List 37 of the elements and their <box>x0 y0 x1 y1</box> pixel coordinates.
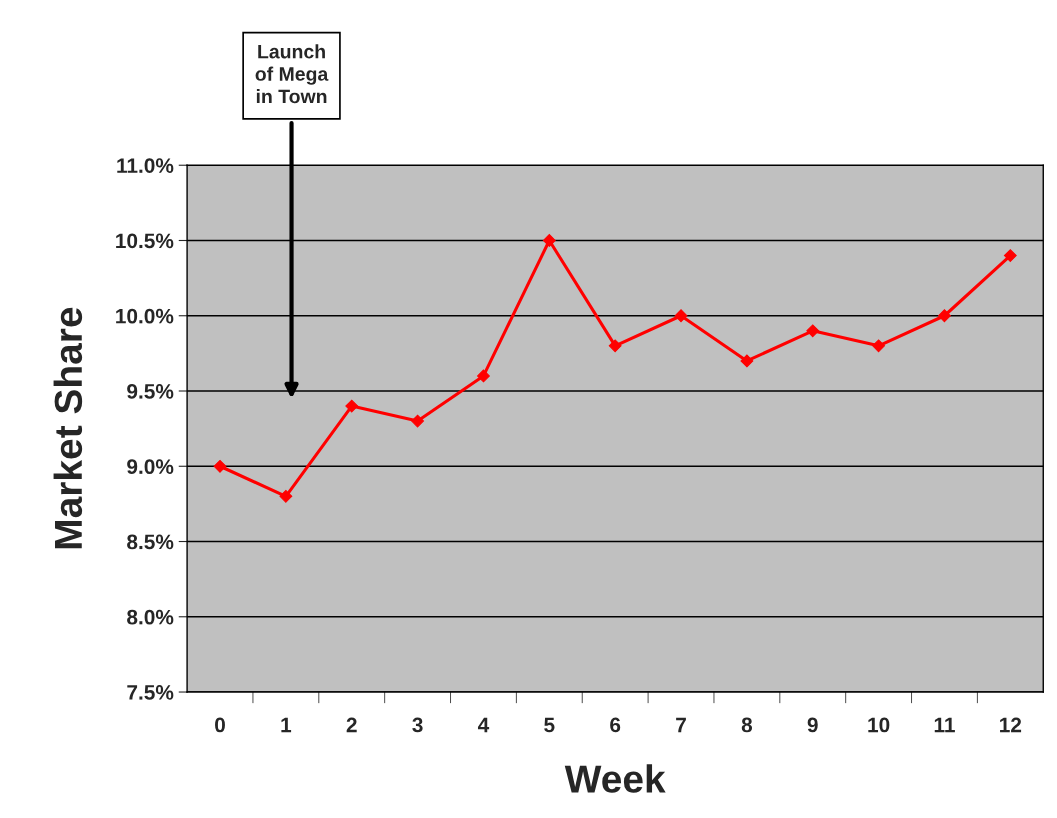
x-tick-label: 4 <box>477 717 490 733</box>
x-tick-label: 5 <box>544 717 555 733</box>
x-axis-title: Week <box>564 764 666 793</box>
y-tick-label: 10.0% <box>116 308 174 324</box>
y-tick-label: 7.5% <box>127 685 174 700</box>
point <box>872 339 886 353</box>
x-tick-label: 7 <box>676 717 686 733</box>
point <box>542 234 556 247</box>
point <box>477 369 490 383</box>
x-tick-label: 2 <box>346 717 357 733</box>
y-tick-label: 9.5% <box>127 384 174 399</box>
point <box>1003 249 1017 262</box>
point <box>213 459 227 473</box>
point <box>938 309 951 323</box>
y-tick-label: 11.0% <box>117 158 174 173</box>
x-tick-label: 3 <box>412 717 423 733</box>
y-tick-label: 9.0% <box>127 459 174 475</box>
y-axis-title: Market Share <box>53 307 83 549</box>
point <box>806 324 820 338</box>
point <box>345 399 359 413</box>
x-tick-label: 6 <box>610 717 621 733</box>
text: Launch of Mega in Town <box>255 44 329 104</box>
x-tick-label: 11 <box>934 717 955 733</box>
x-tick-label: 12 <box>1000 717 1022 733</box>
y-tick-label: 8.5% <box>127 534 174 550</box>
y-tick-label: 8.0% <box>127 609 174 625</box>
point <box>740 354 754 368</box>
y-tick-label: 10.5% <box>116 233 174 249</box>
x-tick-label: 10 <box>868 717 890 733</box>
x-tick-label: 1 <box>281 717 292 733</box>
point <box>608 339 622 353</box>
point <box>411 414 425 428</box>
point <box>674 309 688 323</box>
point <box>279 489 293 503</box>
x-tick-label: 9 <box>807 717 818 733</box>
x-tick-label: 0 <box>215 717 225 733</box>
x-tick-label: 8 <box>741 717 753 733</box>
